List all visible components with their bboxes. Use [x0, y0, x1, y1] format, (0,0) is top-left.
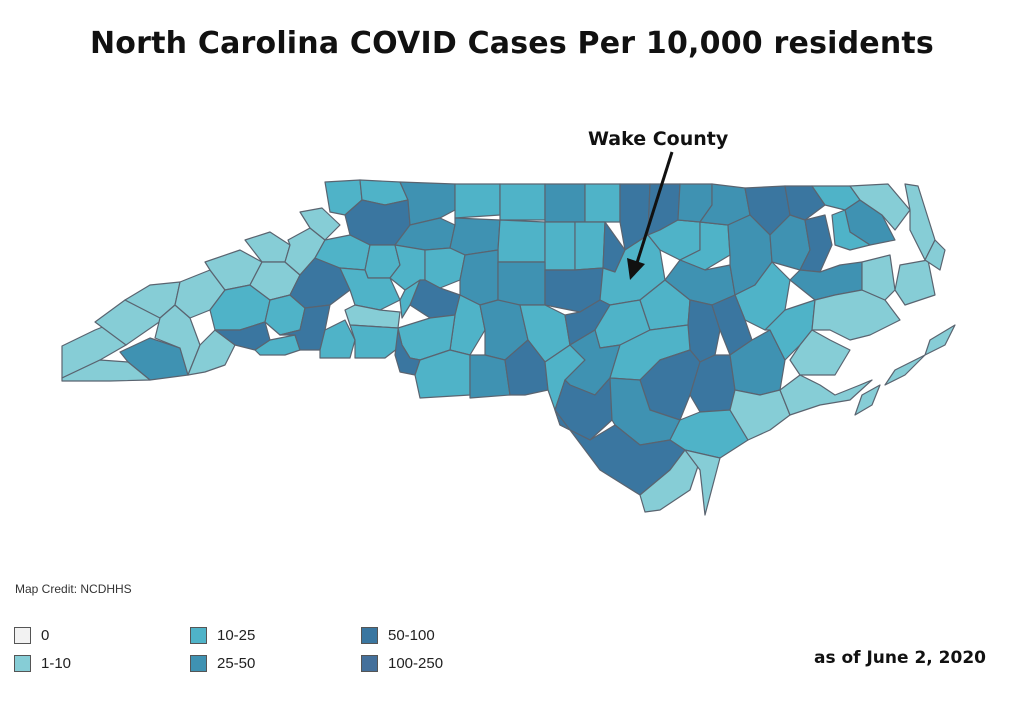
legend-swatch-5: [361, 654, 378, 672]
map-credit: Map Credit: NCDHHS: [15, 582, 132, 596]
county: [729, 389, 791, 441]
legend-label: 1-10: [41, 654, 72, 672]
county: [459, 249, 499, 306]
county: [497, 219, 546, 263]
county: [924, 324, 956, 356]
county: [554, 409, 686, 496]
county: [299, 207, 341, 241]
legend-swatch-3: [190, 654, 207, 672]
county: [449, 217, 501, 256]
legend-label: 100-250: [388, 654, 444, 672]
legend-item: 1-10: [14, 652, 71, 674]
county: [849, 183, 911, 231]
legend-label: 25-50: [217, 654, 256, 672]
map-title: North Carolina COVID Cases Per 10,000 re…: [90, 26, 934, 61]
county: [894, 259, 936, 306]
legend-swatch-0: [14, 626, 31, 644]
legend-item: 25-50: [190, 652, 255, 674]
county: [399, 279, 421, 319]
county: [497, 261, 546, 306]
date-note: as of June 2, 2020: [813, 648, 986, 668]
wake-county-label: Wake County: [588, 128, 729, 150]
county: [831, 209, 871, 251]
legend-swatch-1: [14, 654, 31, 672]
county: [454, 183, 501, 219]
legend-label: 10-25: [217, 626, 256, 644]
county: [61, 359, 151, 382]
county: [499, 183, 546, 221]
county: [924, 239, 946, 271]
legend-swatch-4: [361, 626, 378, 644]
county: [684, 449, 721, 516]
county: [469, 354, 511, 399]
county: [854, 384, 881, 416]
legend-label: 50-100: [388, 626, 435, 644]
county: [639, 449, 701, 513]
county: [734, 261, 791, 331]
legend: 0 1-10 10-25 25-50 50-100 100-250: [14, 624, 574, 684]
county: [884, 354, 926, 386]
legend-item: 0: [14, 624, 49, 646]
county: [424, 247, 466, 289]
county: [779, 374, 873, 416]
county: [574, 221, 606, 271]
county: [584, 183, 621, 223]
county: [784, 185, 826, 221]
legend-swatch-2: [190, 626, 207, 644]
county: [349, 324, 403, 359]
legend-label: 0: [41, 626, 50, 644]
legend-item: 100-250: [361, 652, 443, 674]
county: [789, 329, 851, 376]
county: [861, 254, 896, 301]
county: [811, 289, 901, 341]
county: [544, 183, 586, 223]
county: [544, 221, 576, 271]
legend-item: 10-25: [190, 624, 255, 646]
county: [344, 304, 401, 329]
legend-item: 50-100: [361, 624, 435, 646]
